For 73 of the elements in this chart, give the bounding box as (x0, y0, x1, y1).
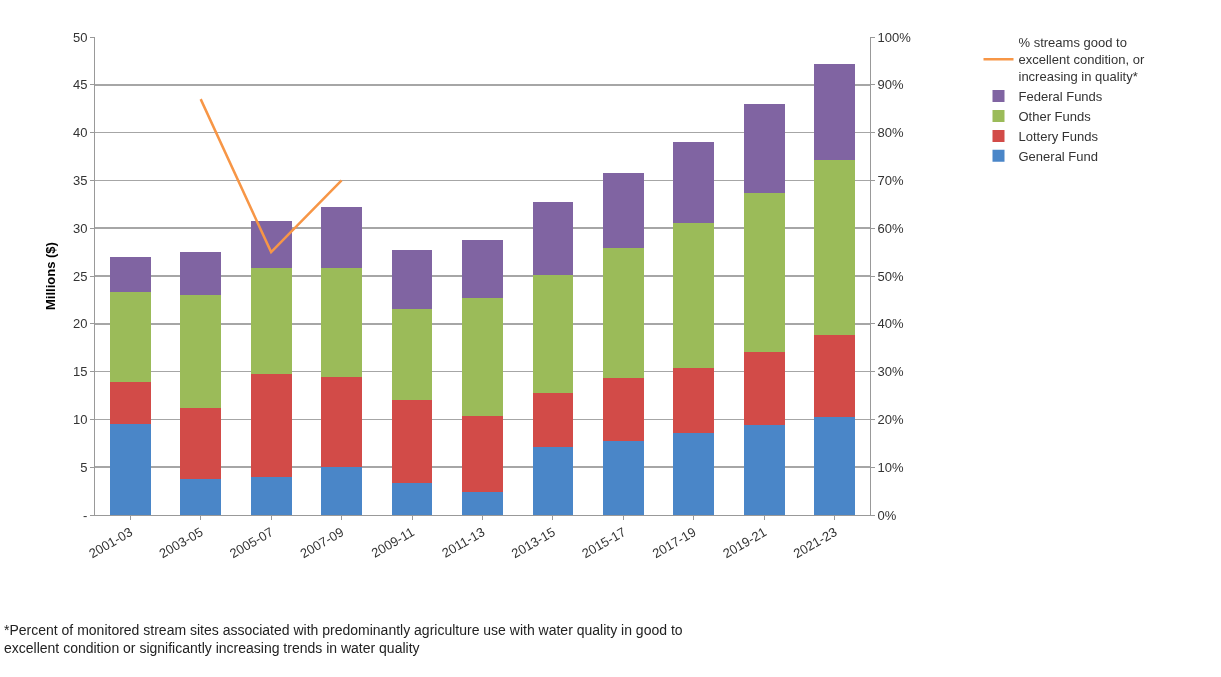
y2-tick-label: 40% (877, 316, 905, 332)
y-tick-label: 35 (72, 172, 88, 188)
bar (602, 172, 644, 249)
bar (673, 142, 715, 224)
y-tick-label: 5 (80, 459, 88, 475)
y2-tick-label: 90% (877, 77, 905, 93)
bar (743, 425, 785, 515)
legend-label: Other Funds (1018, 109, 1092, 125)
bar (532, 202, 574, 276)
bar (532, 447, 574, 515)
bar (391, 250, 433, 310)
bar (814, 63, 856, 161)
bar (462, 297, 503, 416)
bar (462, 415, 503, 493)
bar (180, 407, 222, 479)
bar (743, 192, 785, 352)
y2-tick-label: 10% (877, 459, 905, 475)
bar (250, 374, 292, 477)
bar (673, 223, 715, 368)
bar (743, 351, 785, 426)
bar (743, 103, 785, 193)
y-tick-label: 45 (72, 77, 88, 93)
bar (321, 268, 363, 378)
bar (814, 160, 856, 336)
y-tick-label: 40 (72, 125, 88, 141)
bar (109, 292, 151, 383)
bar (250, 268, 292, 375)
bar (532, 392, 574, 448)
bar (602, 248, 644, 379)
bar (180, 478, 222, 515)
bar (321, 467, 363, 515)
y2-tick-label: 70% (877, 172, 905, 188)
bar (321, 207, 363, 269)
bar (180, 252, 222, 296)
legend-label: Federal Funds (1018, 89, 1103, 105)
y2-tick-label: 50% (877, 268, 905, 284)
bar (109, 382, 151, 425)
bar (602, 378, 644, 442)
y-tick-label: - (83, 507, 88, 523)
bar (673, 432, 715, 515)
bar (250, 476, 292, 515)
y2-tick-label: 0% (877, 507, 897, 523)
bar (109, 256, 151, 293)
bar (180, 295, 222, 408)
bar (391, 309, 433, 401)
y2-tick-label: 30% (877, 364, 905, 380)
bar (391, 482, 433, 515)
y-tick-label: 30 (72, 220, 88, 236)
bar (391, 400, 433, 483)
text: *Percent of monitored stream sites associated with predominantly agriculture use with water quality in good to excellent condition or significantly increasing trends in water quality (4, 622, 683, 657)
bar (673, 367, 715, 433)
y-tick-label: 15 (72, 364, 88, 380)
bar (462, 492, 503, 515)
bar (321, 377, 363, 468)
y-tick-label: 20 (72, 316, 88, 332)
legend-label: Lottery Funds (1018, 128, 1099, 144)
bar (462, 239, 503, 298)
y2-tick-label: 20% (877, 411, 905, 427)
y-tick-label: 10 (72, 411, 88, 427)
y2-tick-label: 100% (877, 29, 912, 45)
bar (532, 275, 574, 393)
y-axis-title: Millions ($) (42, 242, 58, 310)
bar (602, 441, 644, 515)
y-tick-label: 50 (72, 29, 88, 45)
y2-tick-label: 80% (877, 125, 905, 141)
legend-label: General Fund (1018, 148, 1098, 164)
bar (814, 335, 856, 417)
legend-label: % streams good to excellent condition, or increasing in quality* (1018, 35, 1145, 85)
y2-tick-label: 60% (877, 220, 905, 236)
bar (814, 416, 856, 515)
bar (109, 424, 151, 515)
y-tick-label: 25 (72, 268, 88, 284)
bar (250, 220, 292, 269)
